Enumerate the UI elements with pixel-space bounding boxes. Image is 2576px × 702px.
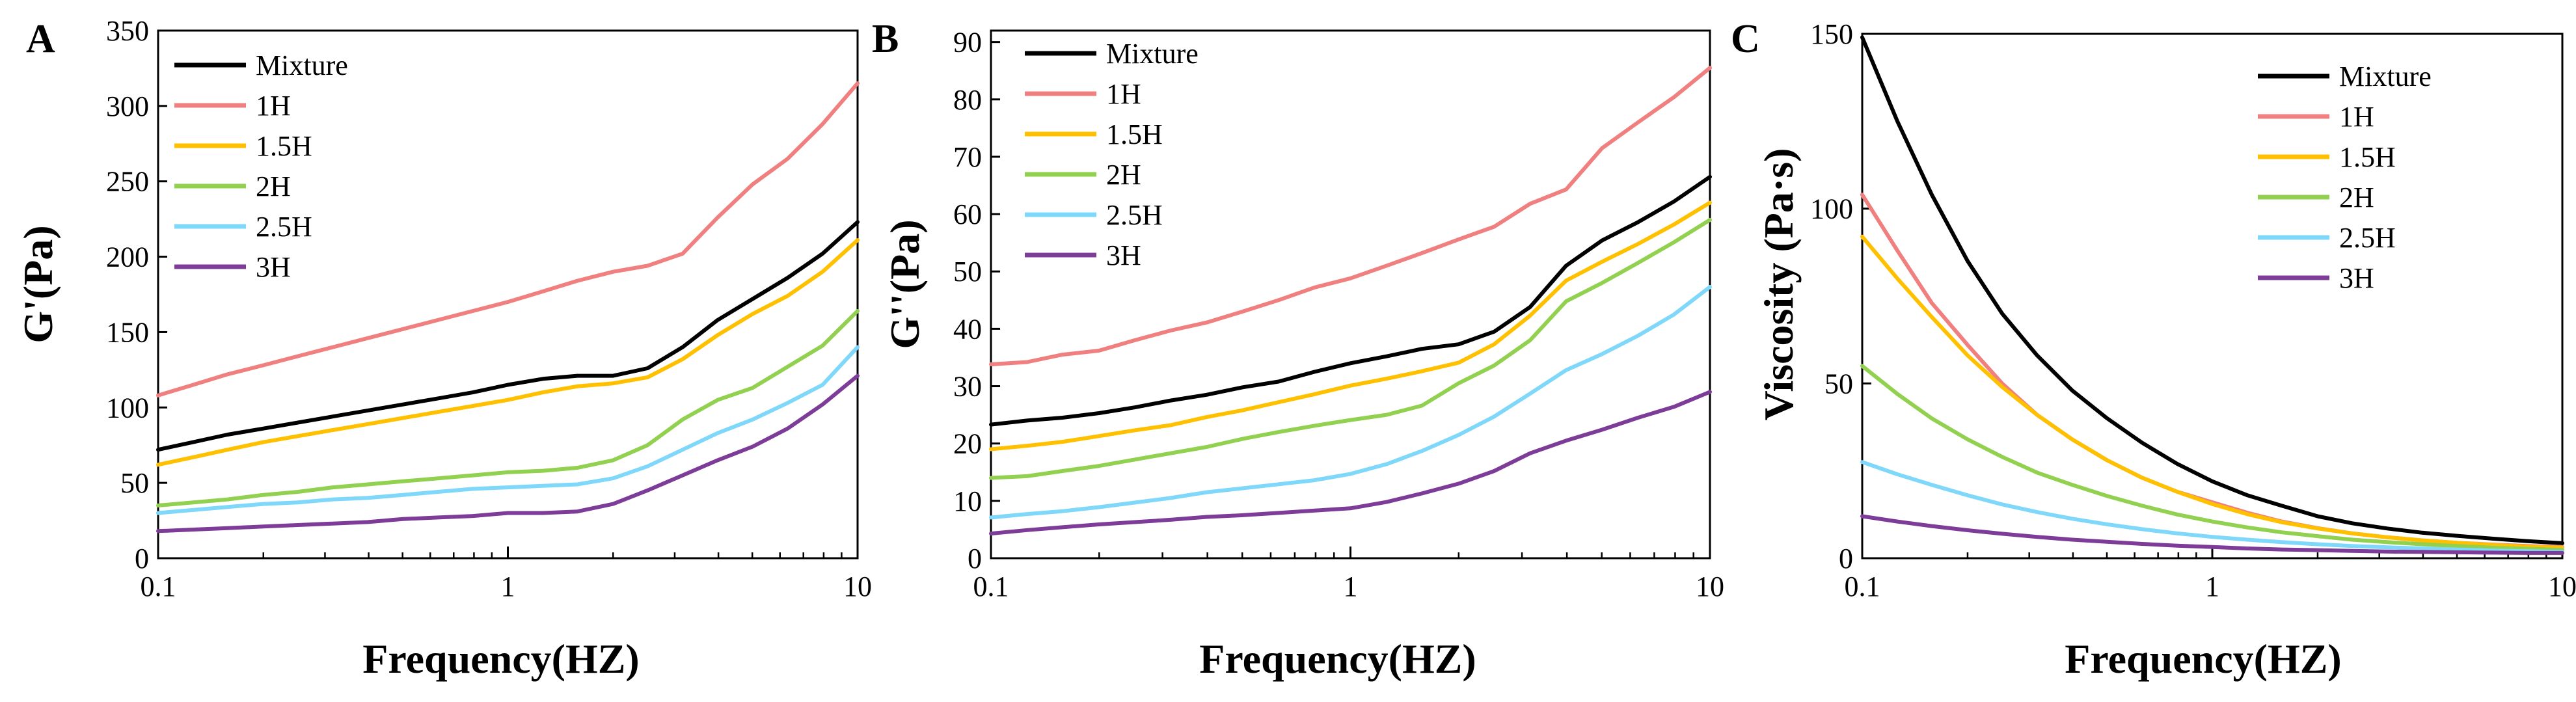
panel-a-legend-label: 3H <box>256 251 291 283</box>
panel-b-series-2h-line <box>989 217 1712 480</box>
panel-b-plot: 0 10 20 30 40 50 60 70 80 90 0.1 1 10 Mixture 1H 1.5H 2H… <box>953 27 1724 602</box>
panel-a-y-tick-label: 50 <box>120 467 149 499</box>
panel-b-y-tick-label: 50 <box>953 256 982 288</box>
panel-c-x-axis-title: Frequency(HZ) <box>2065 636 2341 682</box>
panel-a-series-mixture-line <box>156 220 860 452</box>
panel-c-x-tick-label: 1 <box>2205 571 2219 602</box>
panel-b-y-tick-label: 20 <box>953 428 982 460</box>
panel-b-y-tick-label: 30 <box>953 371 982 403</box>
panel-c-legend-label: 1.5H <box>2339 141 2396 173</box>
panel-b-y-tick-label: 70 <box>953 141 982 173</box>
panel-a-y-tick-label: 350 <box>106 15 149 47</box>
panel-b-x-tick-label: 0.1 <box>973 571 1009 602</box>
panel-a-legend-label: 1H <box>256 90 291 122</box>
panel-b-y-tick-label: 40 <box>953 313 982 345</box>
panel-c-x-tick-label: 10 <box>2548 571 2576 602</box>
panel-a-series-1-5h-line <box>156 238 860 467</box>
panel-b-label: B <box>872 17 899 61</box>
panel-b-y-tick-label: 60 <box>953 198 982 230</box>
panel-a-y-tick-label: 250 <box>106 166 149 198</box>
panel-c-legend-label: 2H <box>2339 182 2374 213</box>
panel-b-legend-label: 1H <box>1106 78 1141 110</box>
panel-b-legend: Mixture 1H 1.5H 2H 2.5H 3H <box>1025 38 1199 271</box>
panel-b-series-3h-line <box>989 390 1712 536</box>
panel-c-y-tick-label: 150 <box>1810 18 1853 50</box>
panel-c-legend-label: 3H <box>2339 262 2374 294</box>
panel-c-plot: 0 50 100 150 0.1 1 10 Mixture 1H 1.5H 2H 2.5H 3H <box>1810 18 2576 602</box>
panel-c-legend-label: Mixture <box>2339 61 2432 92</box>
panel-b-legend-label: 1.5H <box>1106 118 1163 150</box>
panel-a-legend-label: 2.5H <box>256 211 312 243</box>
panel-a-y-tick-label: 200 <box>106 241 149 273</box>
panel-a: A 0 50 100 150 200 250 300 350 0.1 1 10 Mixture 1H 1.… <box>15 15 872 682</box>
panel-b-x-tick-label: 1 <box>1344 571 1358 602</box>
panel-a-label: A <box>26 17 55 61</box>
panel-a-series-1h-line <box>156 81 860 398</box>
panel-c-label: C <box>1731 17 1760 61</box>
panel-a-y-tick-label: 100 <box>106 392 149 424</box>
panel-b-series-mixture-line <box>989 174 1712 427</box>
panel-b-legend-label: Mixture <box>1106 38 1199 70</box>
panel-a-legend-label: Mixture <box>256 49 348 81</box>
panel-c-series-1-5h-line <box>1860 234 2564 550</box>
panel-b-series-1h-line <box>989 66 1712 366</box>
panel-a-x-tick-label: 10 <box>843 571 872 602</box>
panel-b-y-tick-label: 0 <box>968 543 982 574</box>
panel-a-series-2h-line <box>156 309 860 507</box>
panel-a-legend-label: 1.5H <box>256 130 312 162</box>
panel-c-series-2h-line <box>1860 364 2564 552</box>
panel-b-y-tick-label: 90 <box>953 27 982 59</box>
panel-c-y-tick-label: 100 <box>1810 193 1853 225</box>
panel-a-y-tick-label: 0 <box>135 543 149 574</box>
panel-a-x-axis-title: Frequency(HZ) <box>362 636 639 682</box>
panel-a-x-tick-label: 1 <box>501 571 515 602</box>
panel-b-y-tick-label: 10 <box>953 485 982 517</box>
panel-a-y-tick-label: 300 <box>106 90 149 122</box>
panel-c-legend-label: 2.5H <box>2339 222 2396 254</box>
panel-a-series-3h-line <box>156 373 860 533</box>
panel-c-y-axis-title: Viscosity (Pa·s) <box>1756 148 1802 421</box>
panel-a-y-tick-label: 150 <box>106 316 149 348</box>
panel-b-legend-label: 2H <box>1106 159 1141 191</box>
panel-a-x-tick-label: 0.1 <box>141 571 176 602</box>
panel-c-series-3h-line <box>1860 514 2564 555</box>
panel-b-series-2-5h-line <box>989 285 1712 520</box>
panel-b-y-tick-label: 80 <box>953 84 982 116</box>
panel-b-x-axis-title: Frequency(HZ) <box>1199 636 1476 682</box>
panel-c-series-mixture-line <box>1860 35 2564 545</box>
panel-a-legend: Mixture 1H 1.5H 2H 2.5H 3H <box>174 49 348 283</box>
panel-b-y-axis-title: G''(Pa) <box>882 219 928 349</box>
panel-c-legend: Mixture 1H 1.5H 2H 2.5H 3H <box>2258 61 2432 294</box>
panel-c-y-tick-label: 0 <box>1839 543 1853 574</box>
panel-b: B 0 10 20 30 40 50 60 70 80 90 0.1 1 10 Mixture 1H 1.5H… <box>872 17 1724 682</box>
panel-c-legend-label: 1H <box>2339 101 2374 133</box>
panel-c: C 0 50 100 150 0.1 1 10 Mixture 1H 1.5H 2H 2.5H 3H F… <box>1731 17 2576 682</box>
panel-c-series-2-5h-line <box>1860 460 2564 554</box>
panel-b-legend-label: 3H <box>1106 239 1141 271</box>
panel-a-series-2-5h-line <box>156 345 860 515</box>
panel-a-plot: 0 50 100 150 200 250 300 350 0.1 1 10 Mixture 1H 1.5H… <box>106 15 872 602</box>
panel-c-y-tick-label: 50 <box>1824 368 1853 399</box>
panel-b-legend-label: 2.5H <box>1106 199 1163 231</box>
panel-c-x-tick-label: 0.1 <box>1845 571 1880 602</box>
panel-b-series-1-5h-line <box>989 200 1712 452</box>
panel-b-x-tick-label: 10 <box>1696 571 1724 602</box>
panel-a-legend-label: 2H <box>256 170 291 202</box>
panel-a-y-axis-title: G'(Pa) <box>15 225 61 343</box>
